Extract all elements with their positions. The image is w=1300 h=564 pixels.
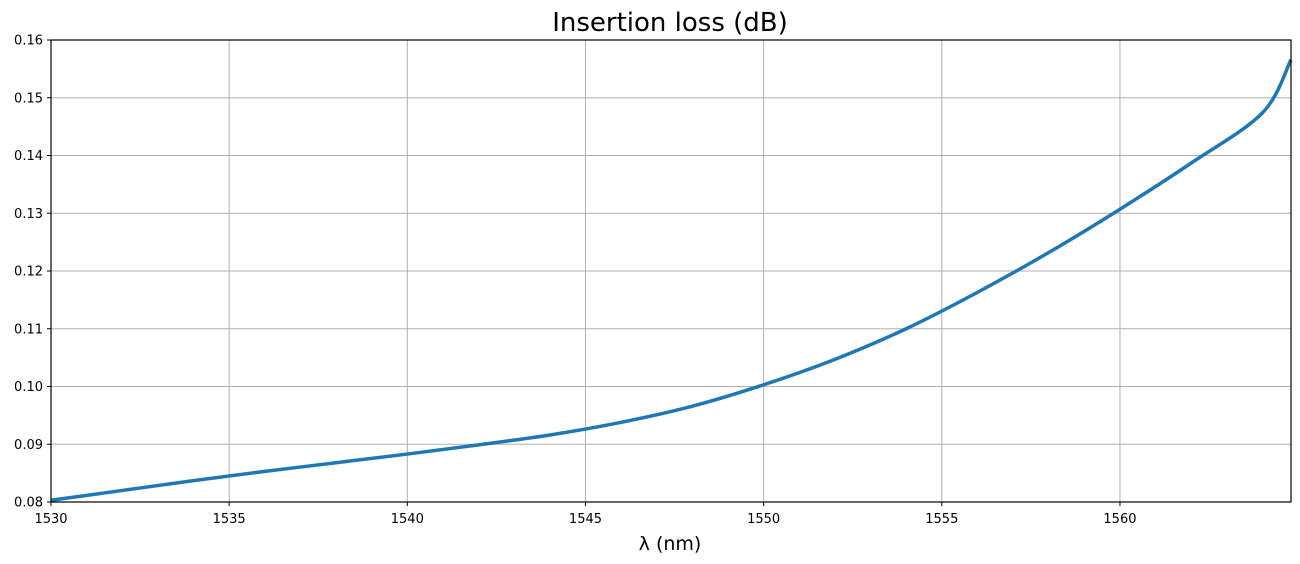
grid <box>50 39 1291 503</box>
y-tick-label: 0.09 <box>14 438 43 453</box>
x-tick-label: 1530 <box>34 512 67 527</box>
y-tick-label: 0.15 <box>14 91 43 106</box>
x-tick-label: 1540 <box>391 512 424 527</box>
y-tick-label: 0.10 <box>14 380 43 395</box>
x-tick-label: 1545 <box>569 512 602 527</box>
y-tick-label: 0.16 <box>14 34 43 49</box>
series-layer <box>50 58 1293 503</box>
x-tick-label: 1550 <box>747 512 780 527</box>
y-tick-label: 0.12 <box>14 265 43 280</box>
x-tick-label: 1560 <box>1103 512 1136 527</box>
y-tick-label: 0.13 <box>14 207 43 222</box>
chart-title: Insertion loss (dB) <box>552 8 788 38</box>
x-tick-label: 1555 <box>925 512 958 527</box>
x-axis-label: λ (nm) <box>639 533 702 555</box>
y-tick-label: 0.08 <box>14 496 43 511</box>
x-tick-label: 1535 <box>213 512 246 527</box>
ticks: 1530 1535 1540 1545 1550 1555 1560 0.08 0.09 0.10… <box>14 34 1136 528</box>
y-tick-label: 0.11 <box>14 322 43 337</box>
y-tick-label: 0.14 <box>14 149 43 164</box>
series-line <box>50 58 1293 503</box>
